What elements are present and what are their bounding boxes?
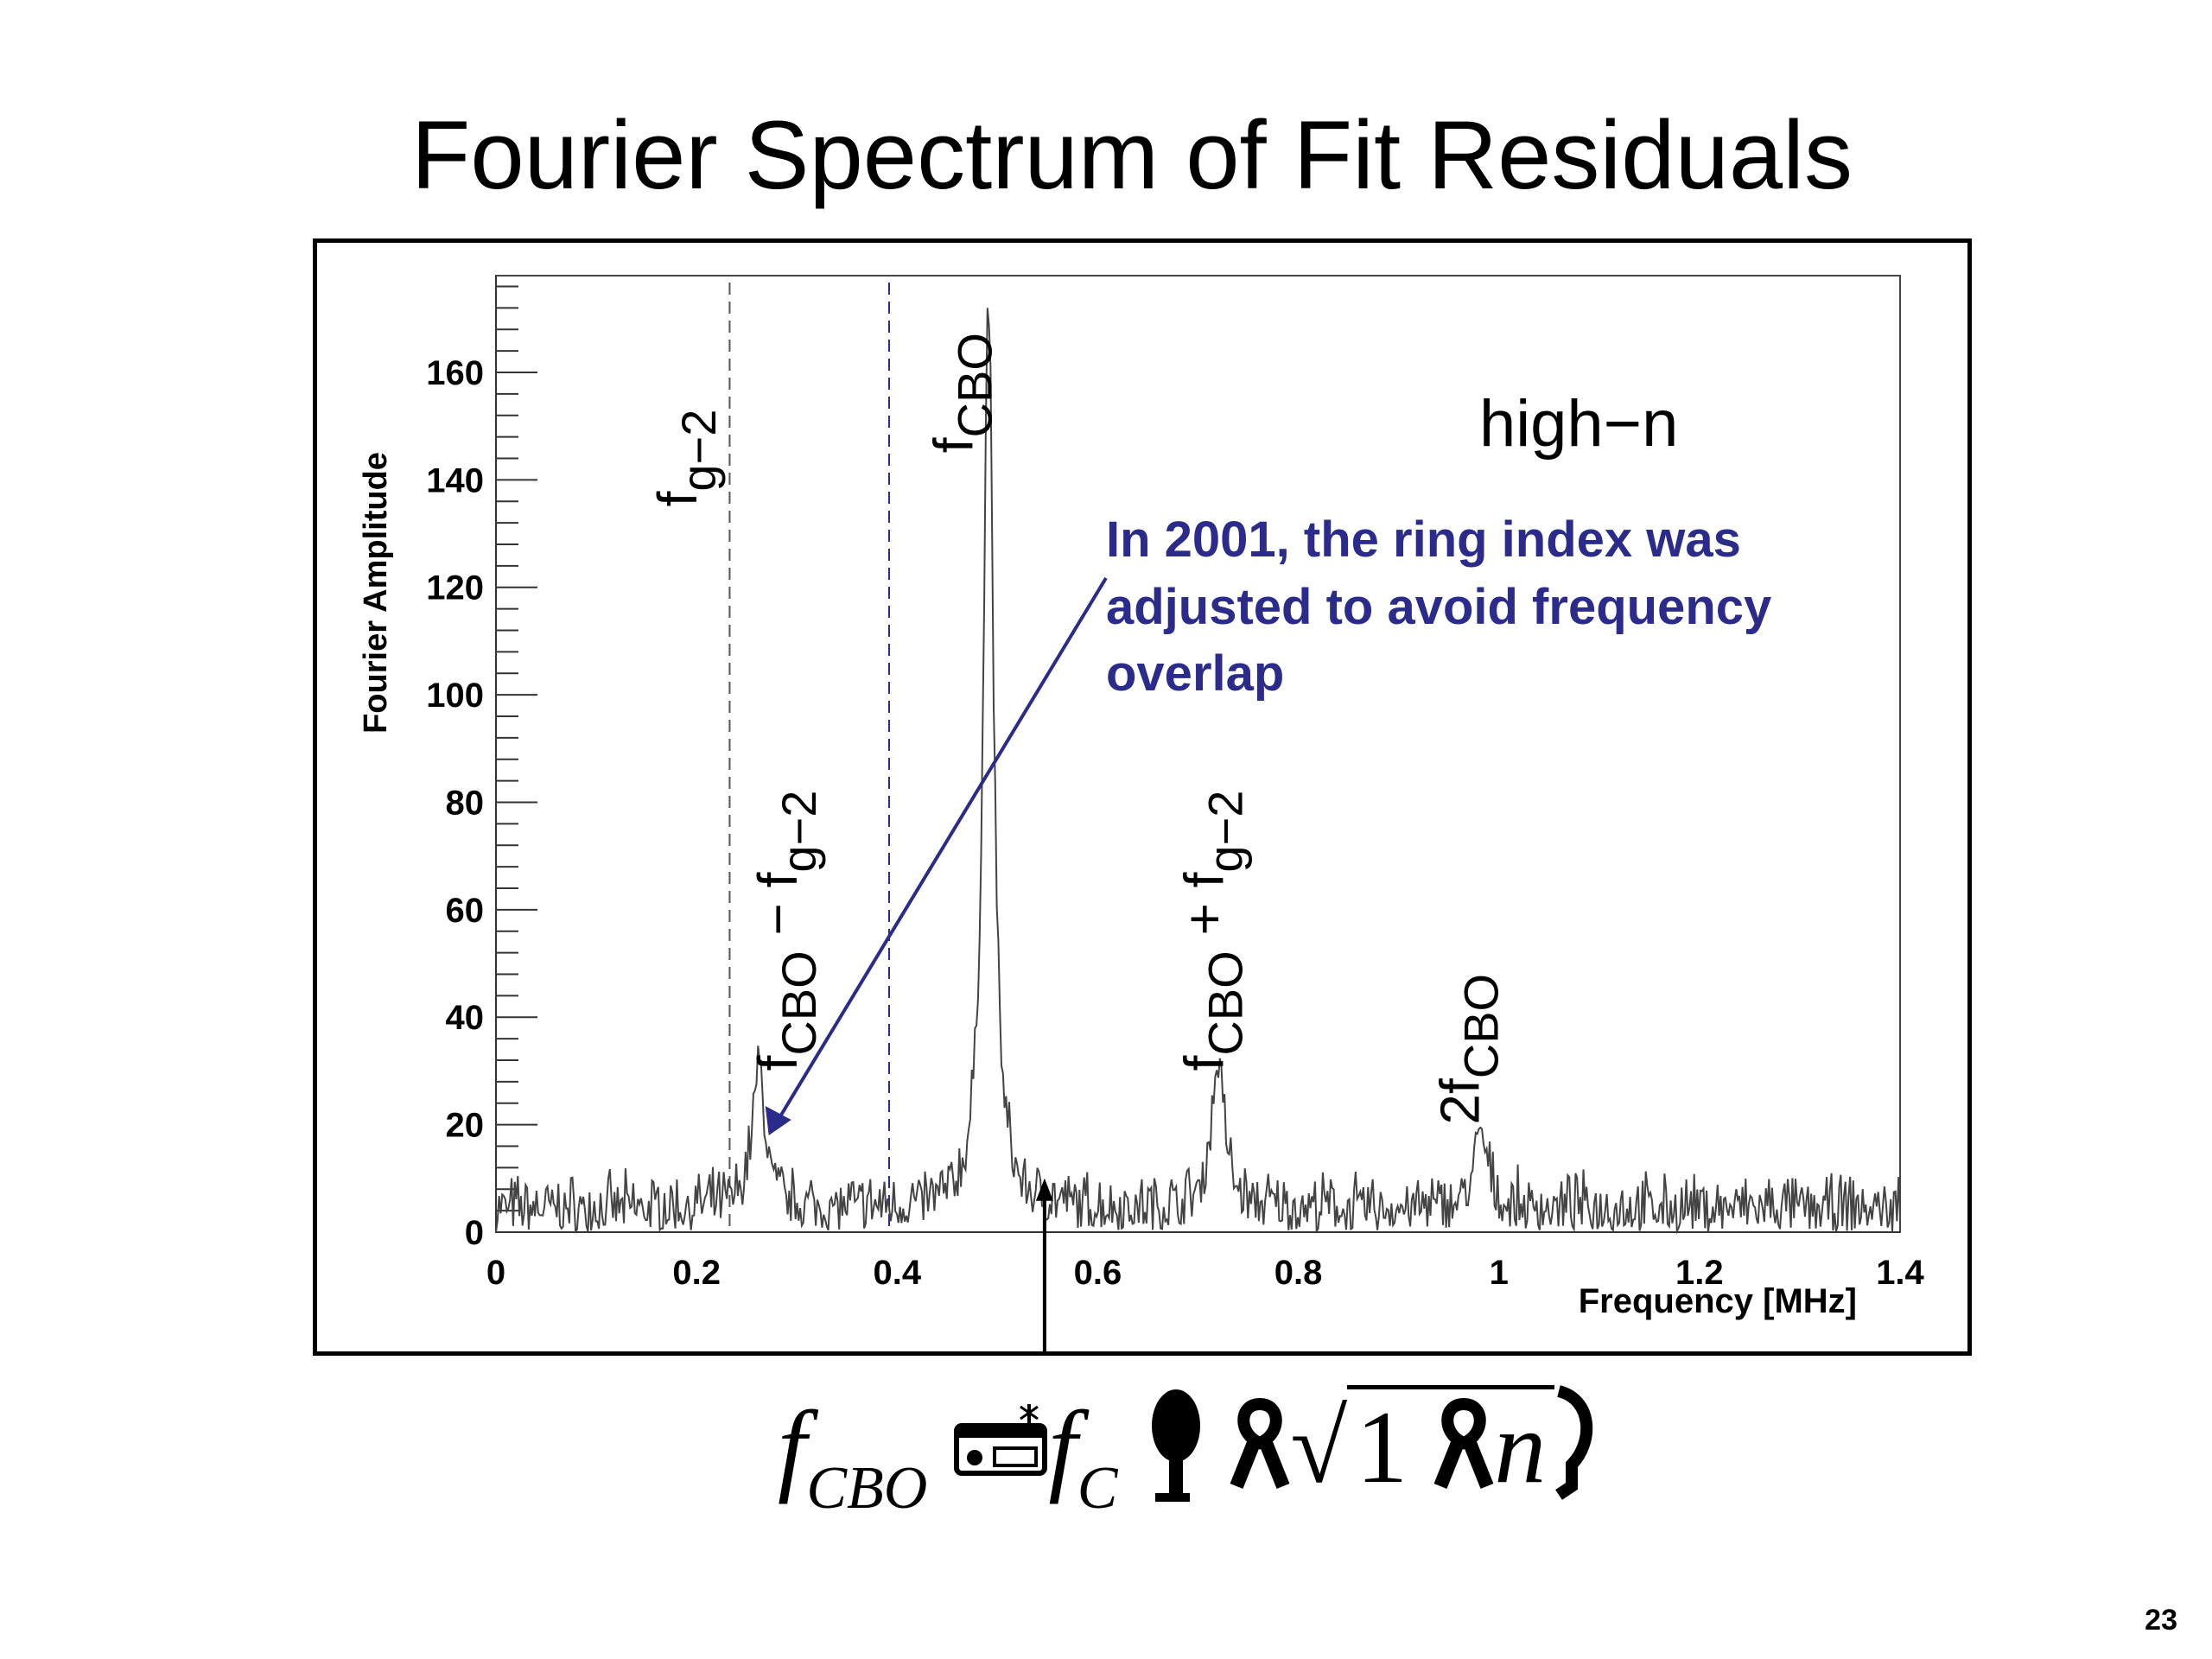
x-tick-label: 1.4	[1876, 1254, 1924, 1292]
formula-lhs-sub: CBO	[806, 1455, 928, 1522]
page-number: 23	[2145, 1604, 2177, 1637]
formula-sqrt-1: 1	[1356, 1389, 1408, 1504]
formula-rhs: f	[1048, 1389, 1077, 1504]
peak-labels: fg−2 fCBO fCBO − fg−2 fCBO + fg−2 2fCBO	[646, 333, 1508, 1125]
annotation-arrow-head	[765, 1106, 791, 1136]
y-axis-label: Fourier Amplitude	[358, 452, 394, 734]
y-tick-label: 0	[465, 1214, 484, 1252]
annotation-arrow-line	[772, 576, 1108, 1128]
formula-sqrt-n: n	[1494, 1389, 1547, 1504]
y-tick-label: 40	[446, 999, 485, 1037]
y-tick-label: 120	[426, 569, 484, 607]
peak-label: 2fCBO	[1429, 974, 1509, 1125]
spectrum-series-line	[495, 308, 1901, 1235]
x-tick-label: 0.2	[672, 1254, 721, 1292]
radio-glyph-icon	[953, 1388, 1048, 1507]
y-tick-label: 60	[446, 892, 485, 930]
x-axis-label: Frequency [MHz]	[1579, 1282, 1857, 1320]
sqrt-sign-icon: √	[1290, 1389, 1348, 1504]
annotation-text: In 2001, the ring index was adjusted to …	[1106, 512, 1771, 702]
sqrt-overline: 1 n	[1347, 1385, 1555, 1507]
peak-label: fCBO − fg−2	[747, 791, 826, 1071]
ribbon-glyph-icon	[1433, 1388, 1494, 1507]
arrows	[765, 576, 1108, 1351]
x-tick-label: 1.2	[1675, 1254, 1724, 1292]
slide-title: Fourier Spectrum of Fit Residuals	[410, 101, 1853, 209]
peak-label: fCBO + fg−2	[1173, 791, 1253, 1071]
legend-high-n: high−n	[1479, 387, 1678, 461]
annotation-line-2: adjusted to avoid frequency	[1106, 579, 1771, 635]
right-paren-glyph-icon	[1554, 1382, 1593, 1512]
formula-rhs-sub: C	[1077, 1455, 1118, 1522]
x-tick-label: 0.6	[1074, 1254, 1122, 1292]
peak-label: fCBO	[922, 333, 1001, 453]
reference-lines	[728, 283, 890, 1232]
x-tick-label: 0.8	[1274, 1254, 1323, 1292]
y-tick-label: 100	[426, 677, 484, 715]
annotation-line-1: In 2001, the ring index was	[1106, 512, 1741, 568]
chart-frame: 0 20 40 60 80 100 120 140 160 0 0.2 0.4 0.6 0.8 1 1.2 1…	[313, 238, 1972, 1356]
x-tick-label: 1	[1490, 1254, 1509, 1292]
x-axis: 0 0.2 0.4 0.6 0.8 1 1.2 1.4	[486, 1231, 1925, 1292]
y-tick-label: 20	[446, 1107, 485, 1145]
x-tick-label: 0.4	[873, 1254, 921, 1292]
annotation-line-3: overlap	[1106, 645, 1284, 702]
y-tick-label: 160	[426, 354, 484, 392]
peak-label: fg−2	[646, 410, 726, 507]
formula-lhs: f	[778, 1389, 807, 1504]
formula-arrow-head	[1035, 1178, 1053, 1201]
ribbon-glyph-icon	[1230, 1388, 1290, 1507]
y-tick-label: 80	[446, 784, 485, 822]
y-tick-label: 140	[426, 461, 484, 499]
cbo-frequency-formula: fCBO fC √1 n	[778, 1382, 1593, 1523]
fourier-spectrum-chart: 0 20 40 60 80 100 120 140 160 0 0.2 0.4 0.6 0.8 1 1.2 1…	[358, 275, 1925, 1351]
y-axis: 0 20 40 60 80 100 120 140 160	[426, 276, 537, 1252]
x-tick-label: 0	[486, 1254, 505, 1292]
left-paren-glyph-icon	[1143, 1382, 1204, 1512]
